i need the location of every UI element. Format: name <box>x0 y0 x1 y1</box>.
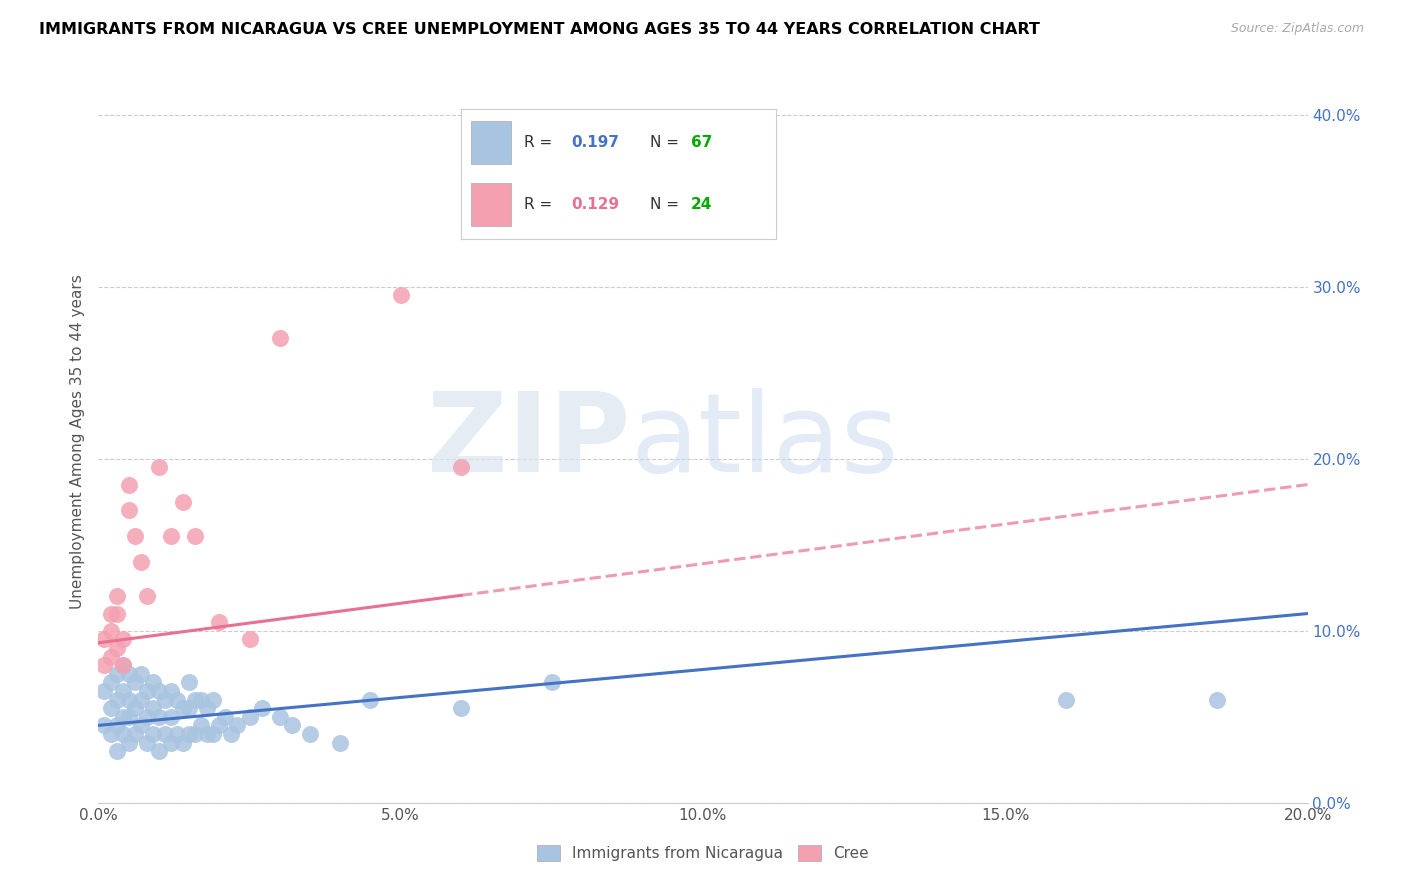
Point <box>202 727 225 741</box>
Point <box>129 666 152 681</box>
Point <box>100 701 122 715</box>
Point <box>153 692 176 706</box>
Point <box>160 684 183 698</box>
Point <box>142 701 165 715</box>
Point <box>190 692 212 706</box>
Point <box>118 692 141 706</box>
Point <box>153 727 176 741</box>
Point <box>105 590 128 604</box>
Point <box>299 727 322 741</box>
Point <box>105 744 128 758</box>
Point <box>148 710 170 724</box>
Text: atlas: atlas <box>630 388 898 495</box>
Point <box>172 701 194 715</box>
Point <box>111 710 134 724</box>
Point <box>166 727 188 741</box>
Point <box>166 692 188 706</box>
Point <box>184 727 207 741</box>
Point <box>360 692 382 706</box>
Point <box>389 288 412 302</box>
Point <box>111 658 134 673</box>
Point <box>105 692 128 706</box>
Point <box>239 710 262 724</box>
Text: Source: ZipAtlas.com: Source: ZipAtlas.com <box>1230 22 1364 36</box>
Point <box>142 675 165 690</box>
Point <box>250 701 273 715</box>
Point <box>184 529 207 543</box>
Point <box>160 710 183 724</box>
Point <box>129 692 152 706</box>
Point <box>129 555 152 569</box>
Point <box>1054 692 1077 706</box>
Point <box>184 692 207 706</box>
Point <box>100 607 122 621</box>
Point <box>179 701 201 715</box>
Point <box>195 701 218 715</box>
Point <box>111 658 134 673</box>
Point <box>135 735 157 749</box>
Point <box>93 718 115 732</box>
Point <box>226 718 249 732</box>
Point <box>148 744 170 758</box>
Point <box>118 735 141 749</box>
Point <box>105 640 128 655</box>
Legend: Immigrants from Nicaragua, Cree: Immigrants from Nicaragua, Cree <box>531 839 875 867</box>
Point <box>118 477 141 491</box>
Point <box>239 632 262 647</box>
Point <box>179 727 201 741</box>
Point <box>269 331 291 345</box>
Point <box>329 735 352 749</box>
Y-axis label: Unemployment Among Ages 35 to 44 years: Unemployment Among Ages 35 to 44 years <box>69 274 84 609</box>
Point <box>179 675 201 690</box>
Point <box>111 632 134 647</box>
Point <box>450 701 472 715</box>
Point <box>124 701 146 715</box>
Point <box>142 727 165 741</box>
Point <box>160 735 183 749</box>
Point <box>118 710 141 724</box>
Point <box>135 710 157 724</box>
Point <box>221 727 243 741</box>
Point <box>100 727 122 741</box>
Point <box>172 494 194 508</box>
Point <box>93 684 115 698</box>
Point <box>1206 692 1229 706</box>
Point <box>540 675 562 690</box>
Point <box>124 675 146 690</box>
Point <box>160 529 183 543</box>
Point <box>124 727 146 741</box>
Text: ZIP: ZIP <box>427 388 630 495</box>
Point <box>208 718 231 732</box>
Text: IMMIGRANTS FROM NICARAGUA VS CREE UNEMPLOYMENT AMONG AGES 35 TO 44 YEARS CORRELA: IMMIGRANTS FROM NICARAGUA VS CREE UNEMPL… <box>39 22 1040 37</box>
Point <box>124 529 146 543</box>
Point <box>105 666 128 681</box>
Point <box>100 649 122 664</box>
Point <box>93 658 115 673</box>
Point <box>129 718 152 732</box>
Point <box>105 718 128 732</box>
Point <box>269 710 291 724</box>
Point <box>93 632 115 647</box>
Point <box>135 684 157 698</box>
Point <box>450 460 472 475</box>
Point <box>172 735 194 749</box>
Point <box>208 615 231 630</box>
Point <box>148 460 170 475</box>
Point <box>100 624 122 638</box>
Point <box>148 684 170 698</box>
Point <box>111 684 134 698</box>
Point <box>190 718 212 732</box>
Point <box>105 607 128 621</box>
Point <box>202 692 225 706</box>
Point <box>100 675 122 690</box>
Point <box>118 503 141 517</box>
Point <box>281 718 304 732</box>
Point <box>195 727 218 741</box>
Point <box>111 727 134 741</box>
Point <box>214 710 236 724</box>
Point <box>118 666 141 681</box>
Point <box>135 590 157 604</box>
